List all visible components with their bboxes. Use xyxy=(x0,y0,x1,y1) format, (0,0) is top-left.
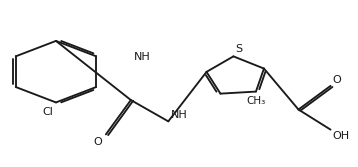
Text: NH: NH xyxy=(134,52,150,62)
Text: CH₃: CH₃ xyxy=(246,96,266,106)
Text: OH: OH xyxy=(332,131,349,141)
Text: Cl: Cl xyxy=(42,107,53,117)
Text: S: S xyxy=(235,44,242,54)
Text: NH: NH xyxy=(170,110,187,120)
Text: O: O xyxy=(332,75,341,85)
Text: O: O xyxy=(93,137,102,147)
